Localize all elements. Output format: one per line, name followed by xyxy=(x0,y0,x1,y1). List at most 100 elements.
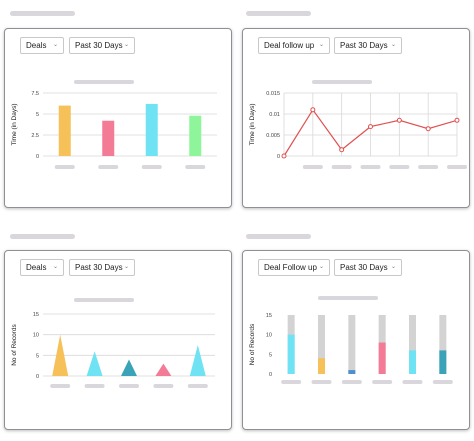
record-type-label: Deal Follow up xyxy=(264,263,317,272)
chevron-down-icon: ⌄ xyxy=(390,264,396,270)
x-tick-placeholder xyxy=(302,165,323,169)
bar xyxy=(287,334,295,374)
chart-1: 0 2.5 5 7.5 Time (in Days) xyxy=(11,80,217,169)
triangle-bar xyxy=(155,363,172,376)
chart-title-placeholder xyxy=(318,296,378,300)
y-axis-label: No of Records xyxy=(249,323,256,365)
chevron-down-icon: ⌄ xyxy=(318,264,324,270)
x-tick-placeholder xyxy=(185,165,206,169)
bar xyxy=(378,342,386,374)
x-tick-placeholder xyxy=(447,165,467,169)
y-axis-label: No of Records xyxy=(11,323,18,365)
bar xyxy=(58,105,71,156)
y-tick-label: 0 xyxy=(36,154,39,160)
x-tick-placeholder xyxy=(331,165,352,169)
bar-track xyxy=(318,315,325,374)
x-tick-placeholder xyxy=(389,165,410,169)
y-axis-label: Time (in Days) xyxy=(11,103,18,145)
x-tick-placeholder xyxy=(119,384,139,388)
chevron-down-icon: ⌄ xyxy=(123,264,129,270)
bar-track xyxy=(348,315,356,374)
y-tick-label: 7.5 xyxy=(31,91,39,97)
y-tick-label: 10 xyxy=(33,333,39,339)
period-dropdown[interactable]: Past 30 Days ⌄ xyxy=(334,37,402,54)
x-tick-placeholder xyxy=(84,384,105,388)
chart-2: 0 0.005 0.01 0.015 Time (in Days) xyxy=(249,80,467,169)
y-tick-label: 2.5 xyxy=(31,133,39,139)
bar xyxy=(409,350,416,374)
period-label: Past 30 Days xyxy=(75,41,123,50)
period-dropdown[interactable]: Past 30 Days ⌄ xyxy=(69,259,135,276)
chevron-down-icon: ⌄ xyxy=(52,42,58,48)
chevron-down-icon: ⌄ xyxy=(318,42,324,48)
y-tick-label: 0 xyxy=(277,154,280,160)
x-tick-placeholder xyxy=(311,380,332,384)
y-tick-label: 0.01 xyxy=(269,112,280,118)
chart-card-deals-records: Deals ⌄ Past 30 Days ⌄ 0 5 10 15 No of Recor… xyxy=(4,250,232,430)
card-title-placeholder xyxy=(246,11,311,16)
period-dropdown[interactable]: Past 30 Days ⌄ xyxy=(69,37,135,54)
chart-card-deals-time: Deals ⌄ Past 30 Days ⌄ 0 2.5 5 7.5 Time (in … xyxy=(4,28,232,208)
chart-card-followup-time: Deal follow up ⌄ Past 30 Days ⌄ 0 0.005 0.… xyxy=(242,28,470,208)
chevron-down-icon: ⌄ xyxy=(123,42,129,48)
data-point xyxy=(425,126,431,132)
y-tick-label: 10 xyxy=(266,333,272,339)
triangle-bar xyxy=(189,345,206,376)
bar xyxy=(318,358,325,374)
data-point xyxy=(281,153,287,159)
data-point xyxy=(310,107,316,113)
chart-3: 0 5 10 15 No of Records xyxy=(11,298,215,388)
triangle-bar xyxy=(52,334,69,376)
data-point xyxy=(368,124,373,130)
x-tick-placeholder xyxy=(372,380,393,384)
x-tick-placeholder xyxy=(360,165,381,169)
y-tick-label: 0 xyxy=(269,372,272,378)
y-tick-label: 15 xyxy=(33,312,39,318)
x-tick-placeholder xyxy=(402,380,423,384)
x-tick-placeholder xyxy=(341,380,362,384)
y-tick-label: 5 xyxy=(36,353,39,359)
y-tick-label: 5 xyxy=(269,352,272,358)
period-label: Past 30 Days xyxy=(340,41,388,50)
triangle-bar xyxy=(121,359,137,376)
record-type-label: Deals xyxy=(26,41,47,50)
x-tick-placeholder xyxy=(418,165,439,169)
chevron-down-icon: ⌄ xyxy=(52,264,58,270)
y-tick-label: 5 xyxy=(36,112,39,118)
data-point xyxy=(396,117,402,123)
chart-title-placeholder xyxy=(74,80,134,84)
y-tick-label: 0 xyxy=(36,374,39,380)
chart-title-placeholder xyxy=(74,298,134,302)
chart-title-placeholder xyxy=(312,80,372,84)
triangle-bar xyxy=(86,351,103,376)
data-point xyxy=(454,117,460,123)
chart-4: 0 5 10 15 No of Records xyxy=(249,296,453,384)
x-tick-placeholder xyxy=(187,384,208,388)
record-type-dropdown[interactable]: Deal Follow up ⌄ xyxy=(258,259,330,276)
data-point xyxy=(339,147,345,153)
x-tick-placeholder xyxy=(98,165,119,169)
x-tick-placeholder xyxy=(153,384,174,388)
bar xyxy=(102,120,115,156)
y-tick-label: 0.005 xyxy=(266,133,280,139)
record-type-dropdown[interactable]: Deals ⌄ xyxy=(20,259,64,276)
bar xyxy=(348,370,356,374)
x-tick-placeholder xyxy=(281,380,302,384)
period-dropdown[interactable]: Past 30 Days ⌄ xyxy=(334,259,402,276)
record-type-label: Deals xyxy=(26,263,47,272)
y-tick-label: 0.015 xyxy=(266,91,280,97)
card-title-placeholder xyxy=(246,234,311,239)
bar-track xyxy=(409,315,416,374)
chevron-down-icon: ⌄ xyxy=(390,42,396,48)
y-tick-label: 15 xyxy=(266,313,272,319)
y-axis-label: Time (in Days) xyxy=(249,103,256,145)
x-tick-placeholder xyxy=(432,380,453,384)
card-title-placeholder xyxy=(10,11,75,16)
bar xyxy=(145,103,158,156)
bar xyxy=(439,350,447,374)
bar-track xyxy=(439,315,447,374)
x-tick-placeholder xyxy=(141,165,162,169)
card-title-placeholder xyxy=(10,234,75,239)
record-type-dropdown[interactable]: Deals ⌄ xyxy=(20,37,64,54)
record-type-dropdown[interactable]: Deal follow up ⌄ xyxy=(258,37,330,54)
